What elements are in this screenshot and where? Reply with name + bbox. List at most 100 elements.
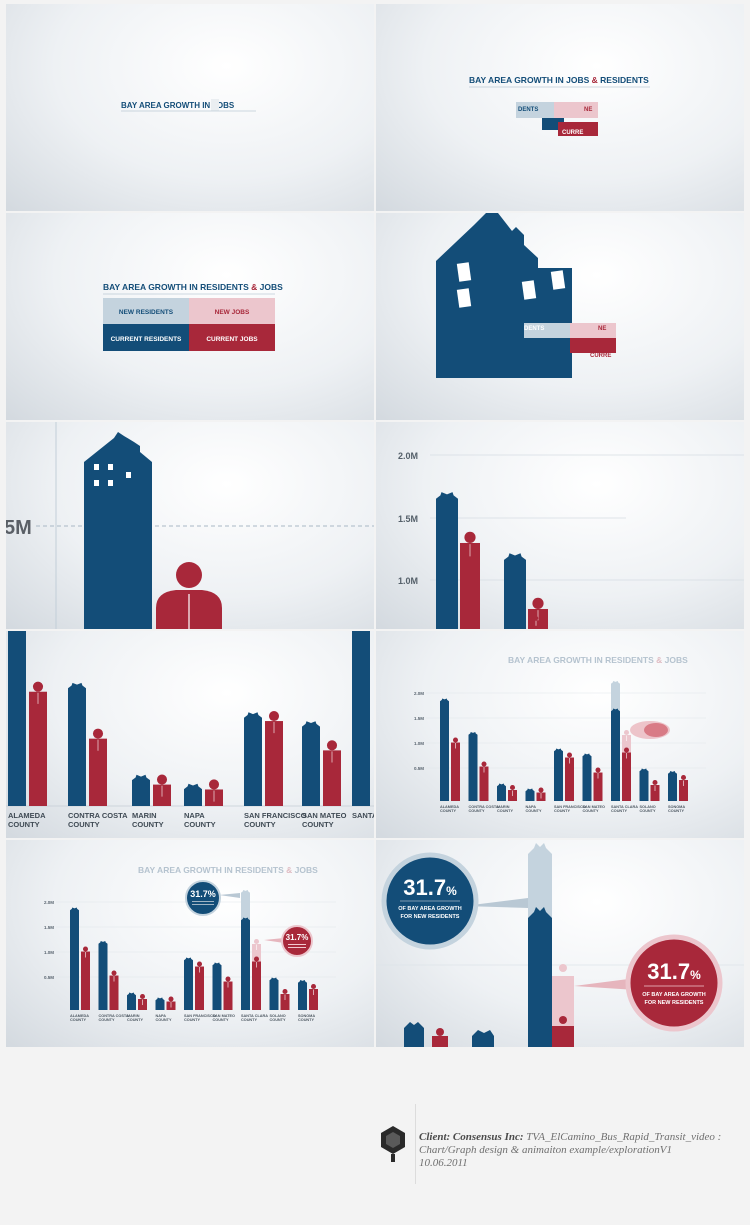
frame-10: 31.7% OF BAY AREA GROWTH FOR NEW RESIDEN…: [376, 840, 744, 1047]
frame-9: BAY AREA GROWTH IN RESIDENTS & JOBS 2.0M…: [6, 840, 374, 1047]
building-window: [126, 472, 131, 478]
jobs-bar-head: [310, 983, 317, 990]
jobs-bar-head: [538, 787, 544, 793]
category-label: MARIN: [132, 811, 157, 820]
small-building: [472, 1030, 494, 1047]
building-icon: [84, 432, 152, 629]
jobs-bar-head: [326, 740, 338, 751]
residents-bar: [98, 941, 108, 1010]
residents-bar: [298, 980, 307, 1010]
title-partial: BAY AREA GROWTH IN JOBS: [121, 101, 235, 110]
category-label: COUNTY: [241, 1018, 257, 1022]
jobs-bar: [280, 994, 290, 1010]
category-label: SAN FRANCISCO: [184, 1014, 216, 1018]
tick-label: 1.0M: [414, 741, 424, 746]
frame-6-bars: [436, 492, 548, 629]
tick-label: 1.5M: [414, 716, 424, 721]
frame-3-art: BAY AREA GROWTH IN RESIDENTS & JOBS NEW …: [103, 282, 283, 351]
category-label: COUNTY: [469, 809, 485, 813]
category-label: COUNTY: [298, 1018, 314, 1022]
legend-new-jobs: [189, 298, 275, 324]
category-label: SANTA CLARA: [611, 805, 638, 809]
jobs-bar-head: [282, 988, 288, 995]
callout-red-value: 31.7%: [647, 959, 701, 984]
callout-pointer: [464, 898, 528, 908]
legend-new-residents-fragment: [524, 323, 570, 338]
callout-pointer: [574, 978, 636, 990]
jobs-bar-head: [253, 956, 260, 962]
residents-bar: [639, 768, 649, 801]
jobs-bar: [479, 766, 489, 801]
frag-c: CURRE: [590, 353, 611, 359]
new-jobs-person-head: [559, 964, 567, 972]
frame-7-bars: [8, 631, 370, 806]
frame-3: BAY AREA GROWTH IN RESIDENTS & JOBS NEW …: [6, 213, 374, 420]
jobs-bar-head: [92, 728, 104, 739]
residents-bar: [504, 553, 526, 629]
frame-8: BAY AREA GROWTH IN RESIDENTS & JOBS 2.0M…: [376, 631, 744, 838]
category-label: SAN MATEO: [583, 805, 606, 809]
category-label: COUNTY: [132, 820, 164, 829]
residents-bar: [554, 748, 563, 801]
credit-text: Client: Consensus Inc: TVA_ElCamino_Bus_…: [419, 1131, 739, 1170]
jobs-bar-head: [268, 710, 280, 722]
tick-label: 2.0M: [44, 900, 54, 905]
tick-label: 2.0M: [398, 451, 418, 461]
legend-new-jobs-label: NEW JOBS: [215, 309, 250, 316]
frame-6: 2.0M 1.5M 1.0M: [376, 422, 744, 629]
jobs-bar: [565, 757, 574, 801]
current-residents-building: [528, 907, 552, 1047]
residents-bar: [468, 732, 478, 801]
legend-new-residents-fragment: [516, 102, 554, 118]
credit-date: 10.06.2011: [419, 1157, 468, 1169]
jobs-bar-head: [111, 970, 117, 976]
category-label: CONTRA COSTA: [469, 805, 499, 809]
legend-new-jobs-fragment: [570, 323, 616, 338]
category-label: COUNTY: [8, 820, 40, 829]
legend-current-jobs-label: CURRENT JOBS: [206, 336, 258, 343]
callout-red-small: 31.7%: [264, 925, 313, 957]
category-label: SOLANO: [270, 1014, 286, 1018]
jobs-bar-head: [680, 774, 687, 781]
callout-red: [625, 934, 723, 1032]
legend-current-residents-label: CURRENT RESIDENTS: [111, 336, 182, 343]
residents-bar: [8, 631, 26, 806]
residents-bar: [155, 997, 165, 1010]
building-window: [94, 464, 99, 470]
category-label: COUNTY: [184, 1018, 200, 1022]
category-label: COUNTY: [270, 1018, 286, 1022]
legend-new-residents-label: NEW RESIDENTS: [119, 309, 174, 316]
category-label: COUNTY: [440, 809, 456, 813]
tick-label: 1.0M: [398, 576, 418, 586]
category-label: CONTRA COSTA: [99, 1014, 129, 1018]
frame-5-art: 5M: [6, 422, 374, 629]
title-mask: [211, 99, 219, 111]
residents-bar: [668, 771, 677, 801]
category-label: SAN MATEO: [302, 811, 347, 820]
axis-label-partial: 5M: [6, 517, 32, 539]
category-label: SANTA: [352, 811, 374, 820]
category-label: ALAMEDA: [8, 811, 46, 820]
house-window: [550, 270, 566, 290]
person-head: [176, 562, 202, 588]
category-label: NAPA: [184, 811, 205, 820]
jobs-bar: [650, 785, 660, 801]
small-person-head: [436, 1028, 444, 1036]
category-label: COUNTY: [244, 820, 276, 829]
category-label: ALAMEDA: [70, 1014, 89, 1018]
residents-bar: [127, 992, 136, 1010]
residents-bar: [582, 753, 592, 801]
frame-2-art: BAY AREA GROWTH IN JOBS & RESIDENTS DENT…: [469, 75, 650, 136]
category-label: COUNTY: [70, 1018, 86, 1022]
building-window: [108, 480, 113, 486]
new-jobs-bar-head: [623, 729, 630, 736]
frag-b: NE: [598, 326, 606, 332]
frame-6-art: 2.0M 1.5M 1.0M: [398, 451, 744, 629]
residents-bar: [352, 631, 370, 806]
jobs-bar-head: [156, 774, 168, 785]
category-label: COUNTY: [583, 809, 599, 813]
residents-bar: [611, 708, 620, 801]
jobs-bar-head: [509, 784, 516, 791]
